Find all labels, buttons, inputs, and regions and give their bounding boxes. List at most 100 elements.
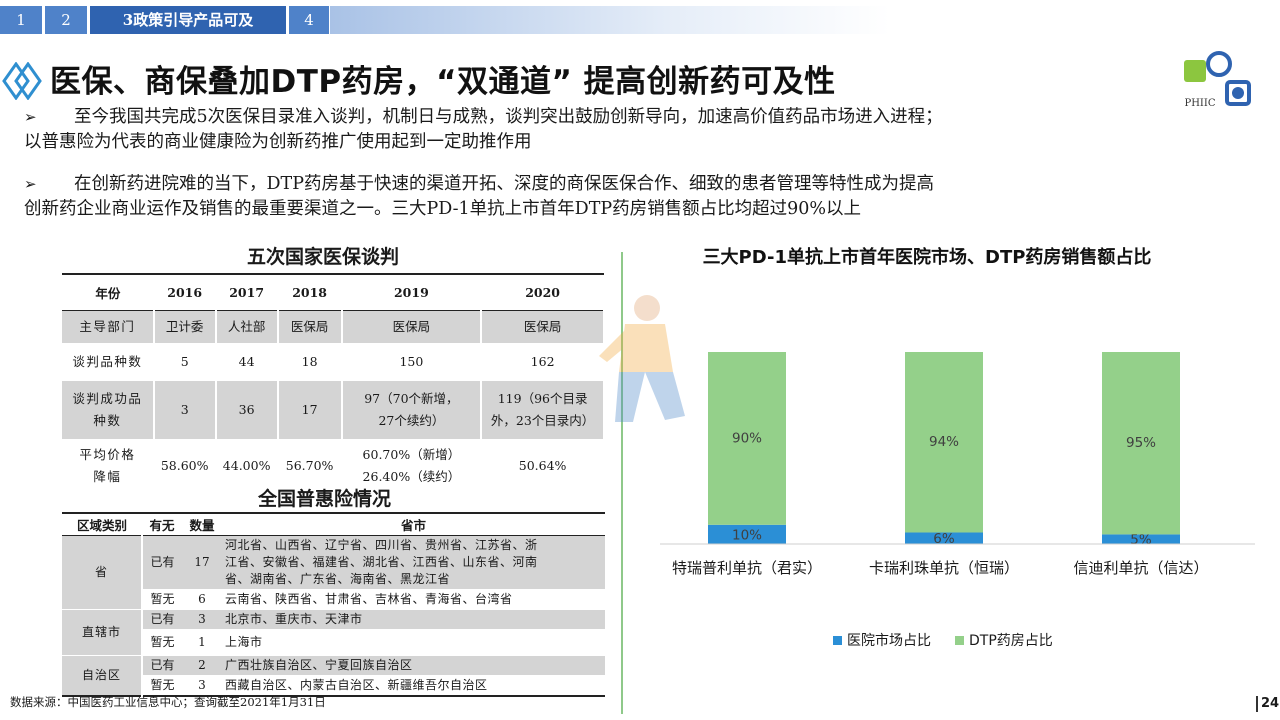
x-axis-labels: 特瑞普利单抗（君实） 卡瑞利珠单抗（恒瑞） 信迪利单抗（信达） <box>672 559 1209 577</box>
th-2018: 2018 <box>277 273 342 311</box>
province-list: 云南省、陕西省、甘肃省、吉林省、青海省、台湾省 <box>222 589 605 610</box>
page-title: 医保、商保叠加DTP药房，“双通道” 提高创新药可及性 <box>50 64 836 100</box>
count-cell: 1 <box>182 629 222 656</box>
table-cell: 150 <box>341 344 483 381</box>
table-cell: 60.70%（新增） 26.40%（续约） <box>341 440 483 493</box>
dtp-share-bar <box>905 352 983 533</box>
legend-swatch <box>833 636 842 645</box>
th-region: 区域类别 <box>62 512 142 536</box>
bar-data-label: 10% <box>732 527 762 543</box>
th-2019: 2019 <box>341 273 482 311</box>
province-list: 上海市 <box>222 629 605 656</box>
province-line-1: 河北省、山西省、辽宁省、四川省、贵州省、江苏省、浙 <box>225 537 538 552</box>
table-cell: 44.00% <box>215 440 279 493</box>
nav-tab-4[interactable]: 4 <box>289 6 329 34</box>
bar-data-label: 94% <box>929 434 959 450</box>
th-year: 年份 <box>62 273 154 311</box>
table-cell: 人社部 <box>215 310 279 345</box>
table-row: 暂无 3 西藏自治区、内蒙古自治区、新疆维吾尔自治区 <box>62 675 605 696</box>
bar-data-label: 6% <box>933 531 955 547</box>
province-list: 北京市、重庆市、天津市 <box>222 609 605 630</box>
count-cell: 3 <box>182 609 222 630</box>
row-label-line-1: 谈判成功品 <box>72 391 143 406</box>
chart-title: 三大PD-1单抗上市首年医院市场、DTP药房销售额占比 <box>703 246 1152 268</box>
table-cell: 58.60% <box>153 440 217 493</box>
bullet-1: ➢ 至今我国共完成5次医保目录准入谈判，机制日与成熟，谈判突出鼓励创新导向，加速… <box>24 105 1274 157</box>
table-row: 暂无 6 云南省、陕西省、甘肃省、吉林省、青海省、台湾省 <box>62 589 605 610</box>
x-tick-label: 信迪利单抗（信达） <box>1073 559 1208 577</box>
row-label: 平均价格 降幅 <box>62 440 155 493</box>
x-tick-label: 卡瑞利珠单抗（恒瑞） <box>869 559 1019 577</box>
nav-fade-bar <box>330 6 890 34</box>
status-cell: 暂无 <box>142 675 182 696</box>
arrow-bullet-icon: ➢ <box>24 108 37 126</box>
count-cell: 3 <box>182 675 222 696</box>
cell-line-1: 119（96个目录 <box>497 391 588 406</box>
table-row: 暂无 1 上海市 <box>62 629 605 656</box>
legend-swatch <box>955 636 964 645</box>
bar-data-label: 95% <box>1126 435 1156 451</box>
table-cell: 119（96个目录 外，23个目录内） <box>481 380 605 441</box>
table-row: 谈判成功品 种数 3 36 17 97（70个新增， 27个续约） 119（96… <box>62 380 605 441</box>
table-row: 平均价格 降幅 58.60% 44.00% 56.70% 60.70%（新增） … <box>62 440 605 493</box>
th-2020: 2020 <box>481 273 604 311</box>
hospital-share-bar <box>905 532 983 544</box>
region-cell: 直辖市 <box>62 609 143 656</box>
diamond-icon <box>2 62 42 100</box>
status-cell: 暂无 <box>142 589 182 610</box>
x-tick-label: 特瑞普利单抗（君实） <box>672 559 822 577</box>
nav-tab-2[interactable]: 2 <box>45 6 87 34</box>
row-label-line-1: 平均价格 <box>79 447 136 462</box>
bullet-2: ➢ 在创新药进院难的当下，DTP药房基于快速的渠道开拓、深度的商保医保合作、细致… <box>24 172 1274 224</box>
table-row: 自治区 已有 2 广西壮族自治区、宁夏回族自治区 <box>62 655 605 696</box>
count-cell: 2 <box>182 655 222 676</box>
row-label: 谈判成功品 种数 <box>62 380 155 441</box>
table-row: 直辖市 已有 3 北京市、重庆市、天津市 <box>62 609 605 656</box>
arrow-bullet-icon: ➢ <box>24 175 37 193</box>
bullet-2-line-2: 创新药企业商业运作及销售的最重要渠道之一。三大PD-1单抗上市首年DTP药房销售… <box>24 199 862 219</box>
bar-data-label: 90% <box>732 430 762 446</box>
th-provinces: 省市 <box>222 512 605 536</box>
status-cell: 已有 <box>142 609 182 630</box>
cell-line-2: 27个续约） <box>378 413 445 428</box>
count-cell: 6 <box>182 589 222 610</box>
row-label-line-2: 种数 <box>93 413 122 428</box>
cell-line-2: 26.40%（续约） <box>362 469 461 484</box>
page-number: 24 <box>1256 696 1279 712</box>
hospital-share-bar <box>708 524 786 544</box>
chart-legend: 医院市场占比 DTP药房占比 <box>833 632 1053 649</box>
province-list: 河北省、山西省、辽宁省、四川省、贵州省、江苏省、浙 江省、安徽省、福建省、湖北省… <box>222 535 605 590</box>
nav-tab-3[interactable]: 3政策引导产品可及 <box>90 6 286 34</box>
table-cell: 36 <box>215 380 279 441</box>
th-2017: 2017 <box>215 273 278 311</box>
table-cell: 卫计委 <box>153 310 217 345</box>
row-label-line-2: 降幅 <box>93 469 122 484</box>
table-cell: 162 <box>481 344 605 381</box>
data-source: 数据来源：中国医药工业信息中心；查询截至2021年1月31日 <box>10 695 326 709</box>
runner-illustration <box>599 295 685 422</box>
nav-tab-1[interactable]: 1 <box>0 6 42 34</box>
negotiation-table: 年份 2016 2017 2018 2019 2020 主导部门 卫计委 人社部… <box>62 273 605 493</box>
row-label: 主导部门 <box>62 310 155 345</box>
chart-bars: 10% 90% 6% 94% 5% 95% <box>708 352 1180 548</box>
table-cell: 医保局 <box>341 310 483 345</box>
phiic-logo: PHIIC <box>1184 51 1251 109</box>
table-row: 省 已有 17 河北省、山西省、辽宁省、四川省、贵州省、江苏省、浙 江省、安徽省… <box>62 535 605 610</box>
table2-title: 全国普惠险情况 <box>258 488 392 510</box>
hospital-share-bar <box>1102 534 1180 544</box>
legend-label: 医院市场占比 <box>847 632 931 649</box>
logo-text: PHIIC <box>1184 98 1215 109</box>
region-cell: 自治区 <box>62 655 143 696</box>
table1-title: 五次国家医保谈判 <box>247 246 400 268</box>
table-cell: 3 <box>153 380 217 441</box>
table-cell: 5 <box>153 344 217 381</box>
cell-line-1: 97（70个新增， <box>364 391 459 406</box>
th-2016: 2016 <box>153 273 216 311</box>
row-label: 谈判品种数 <box>62 344 155 381</box>
status-cell: 已有 <box>142 535 182 590</box>
province-list: 西藏自治区、内蒙古自治区、新疆维吾尔自治区 <box>222 675 605 696</box>
section-divider <box>621 252 623 714</box>
th-status: 有无 <box>142 512 182 536</box>
legend-label: DTP药房占比 <box>969 633 1053 649</box>
count-cell: 17 <box>182 535 222 590</box>
